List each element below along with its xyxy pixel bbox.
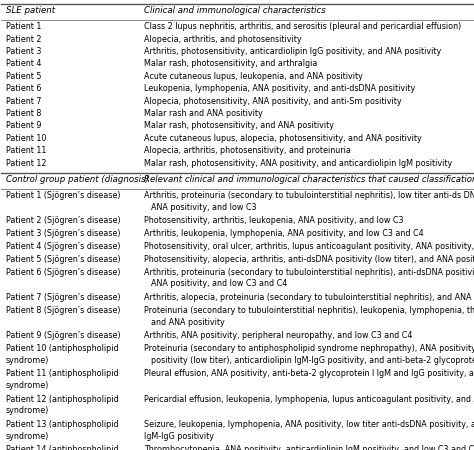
Text: Acute cutaneous lupus, leukopenia, and ANA positivity: Acute cutaneous lupus, leukopenia, and A…: [144, 72, 363, 81]
Text: Arthritis, ANA positivity, peripheral neuropathy, and low C3 and C4: Arthritis, ANA positivity, peripheral ne…: [144, 331, 412, 340]
Text: Photosensitivity, arthritis, leukopenia, ANA positivity, and low C3: Photosensitivity, arthritis, leukopenia,…: [144, 216, 403, 225]
Text: Photosensitivity, oral ulcer, arthritis, lupus anticoagulant positivity, ANA pos: Photosensitivity, oral ulcer, arthritis,…: [144, 242, 474, 251]
Text: Patient 11 (antiphospholipid: Patient 11 (antiphospholipid: [6, 369, 118, 378]
Text: Patient 3: Patient 3: [6, 47, 41, 56]
Text: Pericardial effusion, leukopenia, lymphopenia, lupus anticoagulant positivity, a: Pericardial effusion, leukopenia, lympho…: [144, 395, 474, 404]
Text: Patient 2 (Sjögren’s disease): Patient 2 (Sjögren’s disease): [6, 216, 120, 225]
Text: Acute cutaneous lupus, alopecia, photosensitivity, and ANA positivity: Acute cutaneous lupus, alopecia, photose…: [144, 134, 421, 143]
Text: Malar rash, photosensitivity, and ANA positivity: Malar rash, photosensitivity, and ANA po…: [144, 122, 334, 130]
Text: Alopecia, arthritis, photosensitivity, and proteinuria: Alopecia, arthritis, photosensitivity, a…: [144, 146, 351, 155]
Text: Patient 7 (Sjögren’s disease): Patient 7 (Sjögren’s disease): [6, 293, 120, 302]
Text: Patient 3 (Sjögren’s disease): Patient 3 (Sjögren’s disease): [6, 229, 120, 238]
Text: Proteinuria (secondary to tubulointerstitial nephritis), leukopenia, lymphopenia: Proteinuria (secondary to tubulointersti…: [144, 306, 474, 315]
Text: SLE patient: SLE patient: [6, 6, 55, 15]
Text: and ANA positivity: and ANA positivity: [151, 318, 225, 327]
Text: Patient 2: Patient 2: [6, 35, 41, 44]
Text: Patient 6: Patient 6: [6, 84, 41, 93]
Text: ANA positivity, and low C3 and C4: ANA positivity, and low C3 and C4: [151, 279, 287, 288]
Text: Patient 9: Patient 9: [6, 122, 41, 130]
Text: Relevant clinical and immunological characteristics that caused classification a: Relevant clinical and immunological char…: [144, 175, 474, 184]
Text: Patient 1: Patient 1: [6, 22, 41, 31]
Text: Patient 4: Patient 4: [6, 59, 41, 68]
Text: Clinical and immunological characteristics: Clinical and immunological characteristi…: [144, 6, 326, 15]
Text: Patient 5: Patient 5: [6, 72, 41, 81]
Text: Patient 12 (antiphospholipid: Patient 12 (antiphospholipid: [6, 395, 118, 404]
Text: Arthritis, proteinuria (secondary to tubulointerstitial nephritis), anti-dsDNA p: Arthritis, proteinuria (secondary to tub…: [144, 268, 474, 277]
Text: Arthritis, photosensitivity, anticardiolipin IgG positivity, and ANA positivity: Arthritis, photosensitivity, anticardiol…: [144, 47, 441, 56]
Text: syndrome): syndrome): [6, 432, 49, 441]
Text: syndrome): syndrome): [6, 381, 49, 390]
Text: Patient 11: Patient 11: [6, 146, 46, 155]
Text: Patient 8: Patient 8: [6, 109, 41, 118]
Text: ANA positivity, and low C3: ANA positivity, and low C3: [151, 202, 256, 211]
Text: Malar rash, photosensitivity, and arthralgia: Malar rash, photosensitivity, and arthra…: [144, 59, 317, 68]
Text: Patient 14 (antiphospholipid: Patient 14 (antiphospholipid: [6, 445, 118, 450]
Text: Arthritis, leukopenia, lymphopenia, ANA positivity, and low C3 and C4: Arthritis, leukopenia, lymphopenia, ANA …: [144, 229, 423, 238]
Text: Arthritis, proteinuria (secondary to tubulointerstitial nephritis), low titer an: Arthritis, proteinuria (secondary to tub…: [144, 191, 474, 200]
Text: Patient 10 (antiphospholipid: Patient 10 (antiphospholipid: [6, 344, 118, 353]
Text: syndrome): syndrome): [6, 356, 49, 365]
Text: Alopecia, arthritis, and photosensitivity: Alopecia, arthritis, and photosensitivit…: [144, 35, 301, 44]
Text: IgM-IgG positivity: IgM-IgG positivity: [144, 432, 214, 441]
Text: Patient 9 (Sjögren’s disease): Patient 9 (Sjögren’s disease): [6, 331, 120, 340]
Text: Patient 8 (Sjögren’s disease): Patient 8 (Sjögren’s disease): [6, 306, 120, 315]
Text: Thrombocytopenia, ANA positivity, anticardiolipin IgM positivity, and low C3 and: Thrombocytopenia, ANA positivity, antica…: [144, 445, 474, 450]
Text: Patient 4 (Sjögren’s disease): Patient 4 (Sjögren’s disease): [6, 242, 120, 251]
Text: Alopecia, photosensitivity, ANA positivity, and anti-Sm positivity: Alopecia, photosensitivity, ANA positivi…: [144, 97, 401, 106]
Text: Pleural effusion, ANA positivity, anti-beta-2 glycoprotein I IgM and IgG positiv: Pleural effusion, ANA positivity, anti-b…: [144, 369, 474, 378]
Text: syndrome): syndrome): [6, 406, 49, 415]
Text: Proteinuria (secondary to antiphospholipid syndrome nephropathy), ANA positivity: Proteinuria (secondary to antiphospholip…: [144, 344, 474, 353]
Text: Leukopenia, lymphopenia, ANA positivity, and anti-dsDNA positivity: Leukopenia, lymphopenia, ANA positivity,…: [144, 84, 415, 93]
Text: Control group patient (diagnosis): Control group patient (diagnosis): [6, 175, 149, 184]
Text: Class 2 lupus nephritis, arthritis, and serositis (pleural and pericardial effus: Class 2 lupus nephritis, arthritis, and …: [144, 22, 461, 31]
Text: Malar rash and ANA positivity: Malar rash and ANA positivity: [144, 109, 263, 118]
Text: Arthritis, alopecia, proteinuria (secondary to tubulointerstitial nephritis), an: Arthritis, alopecia, proteinuria (second…: [144, 293, 474, 302]
Text: Photosensitivity, alopecia, arthritis, anti-dsDNA positivity (low titer), and AN: Photosensitivity, alopecia, arthritis, a…: [144, 255, 474, 264]
Text: positivity (low titer), anticardiolipin IgM-IgG positivity, and anti-beta-2 glyc: positivity (low titer), anticardiolipin …: [151, 356, 474, 365]
Text: Patient 12: Patient 12: [6, 158, 46, 167]
Text: Patient 13 (antiphospholipid: Patient 13 (antiphospholipid: [6, 420, 118, 429]
Text: Patient 7: Patient 7: [6, 97, 41, 106]
Text: Seizure, leukopenia, lymphopenia, ANA positivity, low titer anti-dsDNA positivit: Seizure, leukopenia, lymphopenia, ANA po…: [144, 420, 474, 429]
Text: Malar rash, photosensitivity, ANA positivity, and anticardiolipin IgM positivity: Malar rash, photosensitivity, ANA positi…: [144, 158, 452, 167]
Text: Patient 6 (Sjögren’s disease): Patient 6 (Sjögren’s disease): [6, 268, 120, 277]
Text: Patient 1 (Sjögren’s disease): Patient 1 (Sjögren’s disease): [6, 191, 120, 200]
Text: Patient 5 (Sjögren’s disease): Patient 5 (Sjögren’s disease): [6, 255, 120, 264]
Text: Patient 10: Patient 10: [6, 134, 46, 143]
